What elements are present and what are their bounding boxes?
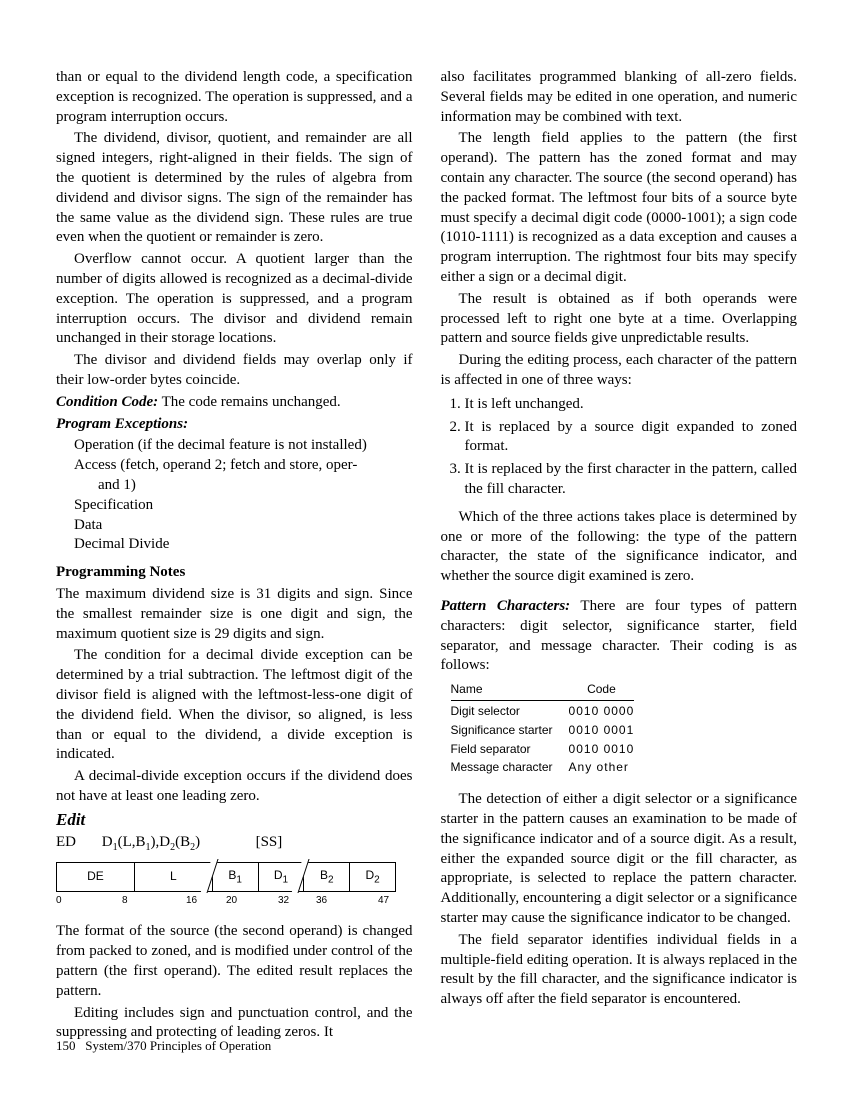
exceptions-list: Operation (if the decimal feature is not…: [56, 436, 413, 555]
operands: D1(L,B1),D2(B2): [102, 834, 204, 850]
list-item: It is left unchanged.: [465, 395, 798, 415]
bit-offsets: 0 8 16 20 32 36 47: [56, 894, 396, 908]
three-ways-list: It is left unchanged. It is replaced by …: [441, 395, 798, 500]
page-number: 150: [56, 1038, 76, 1053]
table-row: Message characterAny other: [451, 757, 635, 776]
col-header: Name: [451, 682, 569, 700]
fmt-cell: D2: [350, 863, 396, 892]
edit-heading: Edit: [56, 809, 413, 831]
exc-item: Operation (if the decimal feature is not…: [74, 436, 413, 456]
mnemonic: ED: [56, 833, 98, 853]
para: Which of the three actions takes place i…: [441, 508, 798, 587]
label: Pattern Characters:: [441, 598, 571, 614]
para: The maximum dividend size is 31 digits a…: [56, 585, 413, 644]
para: The dividend, divisor, quotient, and rem…: [56, 129, 413, 248]
para: The field separator identifies individua…: [441, 931, 798, 1010]
para: The condition for a decimal divide excep…: [56, 646, 413, 765]
fmt-cell: DE: [57, 863, 135, 892]
format-type: [SS]: [256, 834, 283, 850]
condition-code-line: Condition Code: The code remains unchang…: [56, 393, 413, 413]
page-footer: 150 System/370 Principles of Operation: [56, 1038, 271, 1054]
programming-notes-heading: Programming Notes: [56, 563, 413, 583]
para: also facilitates programmed blanking of …: [441, 68, 798, 127]
fmt-cell: B1: [212, 863, 258, 892]
exc-item: Specification: [74, 496, 413, 516]
fmt-cell: D1: [258, 863, 304, 892]
para: The length field applies to the pattern …: [441, 129, 798, 287]
fmt-cell: L: [134, 863, 212, 892]
fmt-cell: B2: [304, 863, 350, 892]
para: During the editing process, each charact…: [441, 351, 798, 391]
pattern-characters-para: Pattern Characters: There are four types…: [441, 597, 798, 676]
exc-item: Decimal Divide: [74, 535, 413, 555]
label: Condition Code:: [56, 394, 158, 410]
para: A decimal-divide exception occurs if the…: [56, 767, 413, 807]
exc-item: Access (fetch, operand 2; fetch and stor…: [74, 456, 413, 476]
text: The code remains unchanged.: [158, 394, 341, 410]
program-exceptions-heading: Program Exceptions:: [56, 415, 413, 435]
footer-title: System/370 Principles of Operation: [85, 1038, 271, 1053]
instruction-format-diagram: DE L B1 D1 B2 D2: [56, 862, 396, 892]
para: The format of the source (the second ope…: [56, 922, 413, 1001]
two-column-body: than or equal to the dividend length cod…: [56, 68, 797, 1043]
list-item: It is replaced by the first character in…: [465, 460, 798, 500]
table-row: Significance starter0010 0001: [451, 720, 635, 739]
para: The result is obtained as if both operan…: [441, 290, 798, 349]
page: than or equal to the dividend length cod…: [0, 0, 849, 1100]
list-item: It is replaced by a source digit expande…: [465, 418, 798, 458]
para: than or equal to the dividend length cod…: [56, 68, 413, 127]
para: The divisor and dividend fields may over…: [56, 351, 413, 391]
para: The detection of either a digit selector…: [441, 790, 798, 929]
table-row: Field separator0010 0010: [451, 739, 635, 758]
col-header: Code: [569, 682, 635, 700]
pattern-characters-table: Name Code Digit selector0010 0000 Signif…: [451, 682, 798, 776]
exc-item: Data: [74, 516, 413, 536]
exc-item-cont: and 1): [74, 476, 413, 496]
para: Overflow cannot occur. A quotient larger…: [56, 250, 413, 349]
table-row: Digit selector0010 0000: [451, 700, 635, 719]
instruction-syntax-line: ED D1(L,B1),D2(B2) [SS]: [56, 833, 413, 854]
instruction-format-block: ED D1(L,B1),D2(B2) [SS] DE L B1 D1 B2 D2: [56, 833, 413, 908]
